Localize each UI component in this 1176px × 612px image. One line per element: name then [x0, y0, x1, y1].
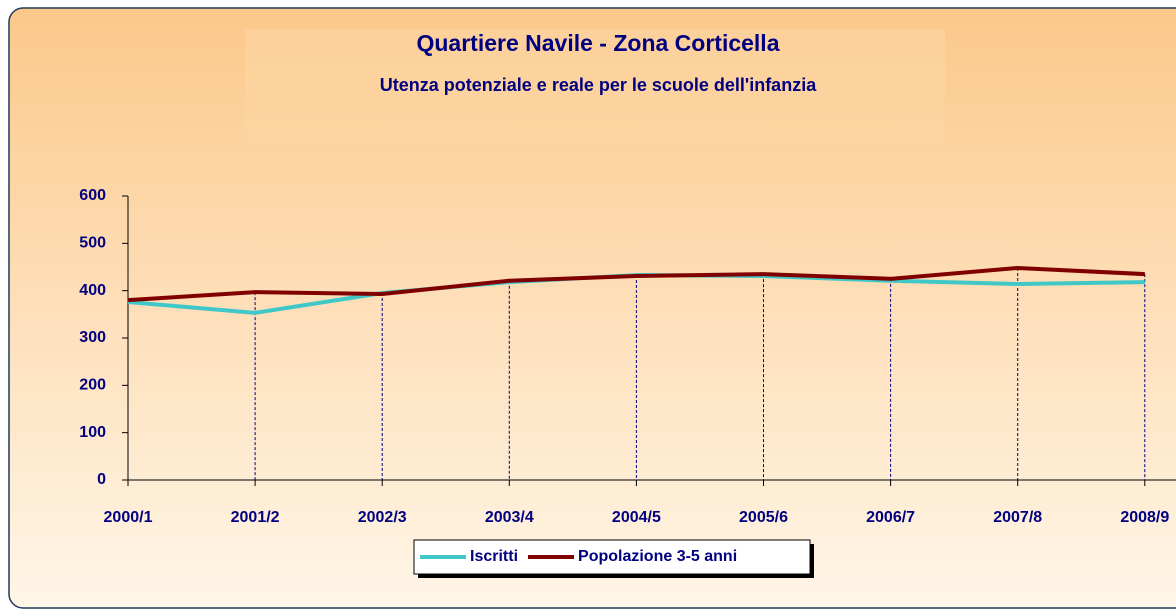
- y-tick-label: 200: [79, 377, 106, 394]
- x-tick-label: 2004/5: [612, 509, 661, 526]
- x-tick-label: 2000/1: [104, 509, 153, 526]
- chart-subtitle: Utenza potenziale e reale per le scuole …: [380, 75, 817, 95]
- x-tick-label: 2002/3: [358, 509, 407, 526]
- x-tick-label: 2006/7: [866, 509, 915, 526]
- plot: 0 100 200 300 400 500 600 2000/1 2001/2 2002/3 200…: [79, 187, 1176, 578]
- x-tick-label: 2008/9: [1120, 509, 1169, 526]
- x-tick-label: 2003/4: [485, 509, 534, 526]
- legend-label: Iscritti: [470, 548, 518, 565]
- chart-title: Quartiere Navile - Zona Corticella: [416, 30, 779, 56]
- chart-frame: [8, 7, 1176, 609]
- y-tick-label: 100: [79, 424, 106, 441]
- legend-box: [413, 539, 811, 575]
- y-tick-label: 300: [79, 329, 106, 346]
- y-tick-label: 500: [79, 235, 106, 252]
- y-tick-label: 400: [79, 282, 106, 299]
- series-line: [127, 265, 1145, 303]
- x-tick-label: 2007/8: [993, 509, 1042, 526]
- title-box: [245, 30, 945, 144]
- y-tick-label: 0: [97, 471, 106, 488]
- legend-label: Popolazione 3-5 anni: [578, 548, 737, 565]
- x-tick-label: 2005/6: [739, 509, 788, 526]
- x-tick-label: 2001/2: [231, 509, 280, 526]
- y-tick-label: 600: [79, 187, 106, 204]
